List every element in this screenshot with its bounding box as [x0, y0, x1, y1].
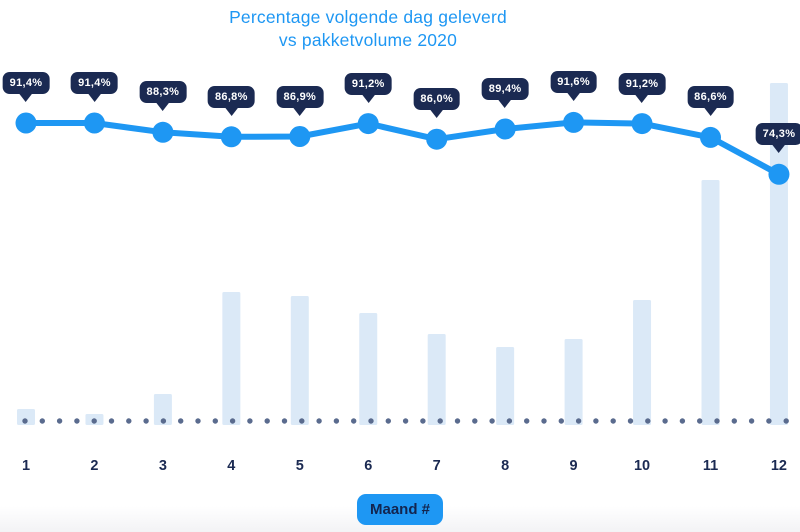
baseline-dot — [264, 418, 270, 424]
x-axis-label-10: 10 — [633, 458, 651, 474]
baseline-dot — [593, 418, 599, 424]
value-tooltip-month-6: 91,2% — [344, 72, 392, 95]
x-axis-label-7: 7 — [432, 458, 441, 474]
baseline-dot — [472, 418, 478, 424]
volume-bar-month-7[interactable] — [427, 334, 446, 425]
baseline-dot — [351, 418, 357, 424]
baseline-dot — [679, 418, 686, 424]
x-axis-label-1: 1 — [21, 458, 31, 474]
data-point-month-8[interactable] — [494, 118, 516, 140]
data-point-month-11[interactable] — [700, 126, 721, 148]
baseline-dot — [74, 418, 80, 424]
volume-bar-month-10[interactable] — [633, 300, 652, 425]
baseline-dot — [195, 418, 201, 424]
data-point-month-12[interactable] — [768, 163, 790, 185]
volume-bar-month-8[interactable] — [496, 347, 515, 425]
volume-bar-month-3[interactable] — [153, 394, 172, 425]
value-tooltip-month-2: 91,4% — [71, 72, 118, 94]
chart-title-line1: Percentage volgende dag geleverd — [229, 7, 507, 27]
percentage-line — [23, 119, 782, 178]
value-tooltip-month-9: 91,6% — [550, 71, 597, 94]
baseline-dot — [697, 418, 703, 424]
baseline-dot — [316, 418, 322, 424]
baseline-dot — [212, 418, 218, 424]
data-point-month-5[interactable] — [289, 126, 311, 147]
x-axis-label-6: 6 — [364, 458, 373, 474]
baseline-dot — [333, 418, 340, 424]
x-axis-label-8: 8 — [501, 458, 510, 474]
chart-title: Percentage volgende dag geleverd vs pakk… — [0, 6, 736, 52]
baseline-dot — [524, 418, 530, 424]
volume-bar-month-11[interactable] — [701, 180, 720, 425]
baseline-dot — [22, 418, 28, 424]
baseline-dot — [143, 418, 149, 424]
baseline-dot — [610, 418, 616, 424]
x-axis-label-4: 4 — [227, 458, 236, 474]
baseline-dot — [627, 418, 634, 424]
baseline-dot — [420, 418, 426, 424]
data-point-month-1[interactable] — [15, 112, 37, 134]
data-point-month-2[interactable] — [83, 112, 105, 134]
value-tooltip-month-5: 86,9% — [276, 85, 324, 108]
baseline-dot — [506, 418, 513, 424]
value-tooltip-month-7: 86,0% — [413, 88, 461, 111]
chart-title-line2: vs pakketvolume 2020 — [278, 30, 458, 50]
data-point-month-4[interactable] — [220, 126, 242, 148]
baseline-dot — [541, 418, 547, 424]
baseline-dot — [783, 418, 789, 424]
data-point-month-9[interactable] — [563, 111, 585, 133]
baseline-dot — [178, 418, 184, 424]
baseline-dot — [748, 418, 755, 424]
volume-bar-month-9[interactable] — [564, 339, 583, 425]
value-tooltip-month-10: 91,2% — [618, 72, 666, 95]
baseline-dot — [454, 418, 461, 424]
x-axis-label-2: 2 — [90, 458, 99, 474]
volume-bar-month-4[interactable] — [222, 292, 241, 425]
baseline-dot — [91, 418, 97, 424]
baseline-dot — [402, 418, 409, 424]
baseline-dot — [731, 418, 737, 424]
x-axis-title-badge[interactable]: Maand # — [356, 494, 444, 525]
data-point-month-3[interactable] — [152, 121, 174, 143]
baseline-dot — [229, 418, 236, 424]
value-tooltip-month-12: 74,3% — [755, 123, 800, 146]
baseline-dot — [108, 418, 115, 424]
volume-bar-month-6[interactable] — [359, 313, 378, 425]
baseline-dot — [126, 418, 132, 424]
baseline-dot — [714, 418, 720, 424]
baseline-dot — [558, 418, 564, 424]
data-point-month-7[interactable] — [426, 128, 448, 150]
data-point-month-10[interactable] — [631, 113, 653, 135]
baseline-dot — [299, 418, 305, 424]
volume-bar-month-5[interactable] — [290, 296, 309, 425]
x-axis-label-12: 12 — [770, 458, 788, 474]
baseline-dot — [56, 418, 63, 424]
baseline-dot — [385, 418, 391, 424]
baseline-dot — [766, 418, 772, 424]
baseline-dot — [489, 418, 495, 424]
x-axis-label-5: 5 — [295, 458, 304, 474]
baseline-dot — [437, 418, 443, 424]
x-axis-label-3: 3 — [158, 458, 167, 474]
baseline-dot — [281, 418, 288, 424]
value-tooltip-month-4: 86,8% — [207, 85, 255, 108]
baseline-dot — [368, 418, 374, 424]
data-point-month-6[interactable] — [357, 113, 379, 135]
baseline-dot — [39, 418, 45, 424]
value-tooltip-month-1: 91,4% — [2, 72, 50, 94]
baseline-dot — [160, 418, 167, 424]
x-axis-label-9: 9 — [569, 458, 578, 474]
value-tooltip-month-3: 88,3% — [139, 81, 187, 104]
baseline-dot — [662, 418, 668, 424]
x-axis-label-11: 11 — [702, 458, 719, 474]
baseline-dot — [645, 418, 651, 424]
baseline-dot — [247, 418, 253, 424]
value-tooltip-month-11: 86,6% — [687, 86, 734, 109]
volume-bar-month-1[interactable] — [17, 409, 35, 425]
baseline-dot — [575, 418, 582, 424]
value-tooltip-month-8: 89,4% — [481, 78, 529, 100]
